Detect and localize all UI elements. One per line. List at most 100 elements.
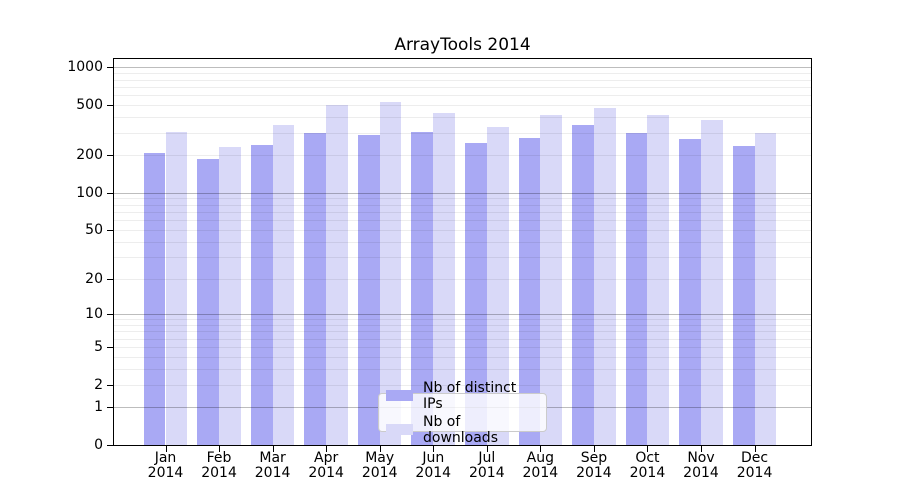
y-tick-label-1: 1 <box>94 399 103 415</box>
x-tick-label-line: 2014 <box>576 465 612 481</box>
y-tick-mark-2 <box>107 385 113 386</box>
x-tick-label-line: Oct <box>635 450 660 466</box>
x-tick-label-line: May <box>365 450 395 466</box>
bar-downloads-jul <box>486 126 509 445</box>
y-tick-mark-1000 <box>107 67 113 68</box>
bar-distinct-ips-oct <box>625 132 648 445</box>
x-tick-label-line: 2014 <box>147 465 184 481</box>
legend-item-distinct-ips: Nb of distinct IPs <box>386 380 539 412</box>
x-tick-label-line: Aug <box>526 450 555 466</box>
x-tick-mark-oct <box>647 446 648 452</box>
x-tick-mark-jun <box>433 446 434 452</box>
x-tick-mark-feb <box>219 446 220 452</box>
y-tick-label-20: 20 <box>85 271 103 287</box>
x-tick-mark-apr <box>326 446 327 452</box>
y-tick-mark-50 <box>107 230 113 231</box>
y-tick-mark-20 <box>107 279 113 280</box>
bar-downloads-sep <box>593 107 616 445</box>
y-tick-mark-0 <box>107 445 113 446</box>
x-tick-label-dec: Dec 2014 <box>719 451 791 481</box>
y-tick-label-500: 500 <box>76 97 103 113</box>
x-tick-mark-jan <box>166 446 167 452</box>
x-tick-label-aug: Aug 2014 <box>504 451 576 481</box>
x-tick-label-line: Apr <box>314 450 339 466</box>
y-tick-mark-10 <box>107 314 113 315</box>
x-tick-label-line: 2014 <box>629 465 666 481</box>
gridline-minor-800 <box>114 80 811 81</box>
bar-distinct-ips-may <box>357 134 380 445</box>
x-tick-mark-nov <box>701 446 702 452</box>
x-tick-label-line: Feb <box>206 450 232 466</box>
x-tick-label-line: Jan <box>154 450 177 466</box>
bar-distinct-ips-jul <box>465 143 487 445</box>
legend-label-distinct-ips: Nb of distinct IPs <box>423 379 517 412</box>
y-tick-label-50: 50 <box>85 222 103 238</box>
y-tick-mark-100 <box>107 193 113 194</box>
x-tick-mark-sep <box>594 446 595 452</box>
y-tick-label-5: 5 <box>94 339 103 355</box>
x-tick-label-sep: Sep 2014 <box>558 451 630 481</box>
x-tick-label-may: May 2014 <box>344 451 416 481</box>
bar-downloads-feb <box>219 147 241 445</box>
x-tick-label-feb: Feb 2014 <box>183 451 255 481</box>
x-tick-label-line: Jun <box>422 450 445 466</box>
bar-distinct-ips-aug <box>518 137 541 445</box>
chart-title: ArrayTools 2014 <box>394 35 531 55</box>
bar-downloads-dec <box>754 133 777 445</box>
gridline-minor-500 <box>114 105 811 106</box>
gridline-minor-600 <box>114 95 811 96</box>
x-tick-label-jun: Jun 2014 <box>397 451 469 481</box>
x-tick-label-line: Mar <box>259 450 286 466</box>
bar-downloads-oct <box>647 115 670 445</box>
bar-distinct-ips-apr <box>304 133 327 445</box>
x-tick-label-mar: Mar 2014 <box>237 451 309 481</box>
y-tick-mark-500 <box>107 105 113 106</box>
bar-distinct-ips-mar <box>250 144 273 445</box>
x-tick-mark-may <box>380 446 381 452</box>
x-tick-label-line: Sep <box>580 450 608 466</box>
legend-label-downloads: Nb of downloads <box>423 413 498 446</box>
x-tick-label-line: 2014 <box>736 465 773 481</box>
y-tick-label-100: 100 <box>76 185 103 201</box>
y-tick-label-1000: 1000 <box>67 59 103 75</box>
bar-distinct-ips-nov <box>679 138 701 445</box>
plot-area <box>113 58 812 446</box>
bar-downloads-mar <box>272 124 295 445</box>
x-tick-label-line: 2014 <box>254 465 291 481</box>
x-tick-label-line: 2014 <box>522 465 559 481</box>
x-tick-label-jul: Jul 2014 <box>451 451 523 481</box>
legend-swatch-distinct-ips <box>386 390 413 401</box>
x-tick-label-line: Dec <box>741 450 769 466</box>
x-tick-label-line: 2014 <box>201 465 237 481</box>
x-tick-label-line: 2014 <box>361 465 398 481</box>
x-tick-label-line: 2014 <box>415 465 452 481</box>
legend-item-downloads: Nb of downloads <box>386 414 539 446</box>
gridline-minor-900 <box>114 73 811 74</box>
bar-downloads-jan <box>165 132 188 445</box>
y-tick-mark-200 <box>107 155 113 156</box>
bar-downloads-apr <box>326 104 348 445</box>
x-tick-label-line: Nov <box>687 450 715 466</box>
bar-downloads-may <box>379 102 402 445</box>
y-tick-label-200: 200 <box>76 147 103 163</box>
x-tick-label-line: 2014 <box>468 465 505 481</box>
x-tick-mark-aug <box>540 446 541 452</box>
bar-distinct-ips-jun <box>411 132 434 445</box>
x-tick-label-oct: Oct 2014 <box>611 451 683 481</box>
y-tick-label-2: 2 <box>94 377 103 393</box>
x-tick-label-line: 2014 <box>683 465 719 481</box>
legend-swatch-downloads <box>386 424 413 435</box>
y-tick-label-10: 10 <box>85 306 103 322</box>
bar-downloads-jun <box>433 113 456 445</box>
gridline-major-1000 <box>114 67 811 68</box>
gridline-minor-400 <box>114 117 811 118</box>
bar-distinct-ips-feb <box>197 159 220 445</box>
bar-distinct-ips-sep <box>572 125 594 445</box>
bar-distinct-ips-jan <box>143 152 166 445</box>
legend: Nb of distinct IPs Nb of downloads <box>378 380 547 446</box>
x-tick-label-jan: Jan 2014 <box>130 451 202 481</box>
x-tick-label-apr: Apr 2014 <box>290 451 362 481</box>
y-tick-mark-5 <box>107 347 113 348</box>
x-tick-label-line: 2014 <box>308 465 344 481</box>
